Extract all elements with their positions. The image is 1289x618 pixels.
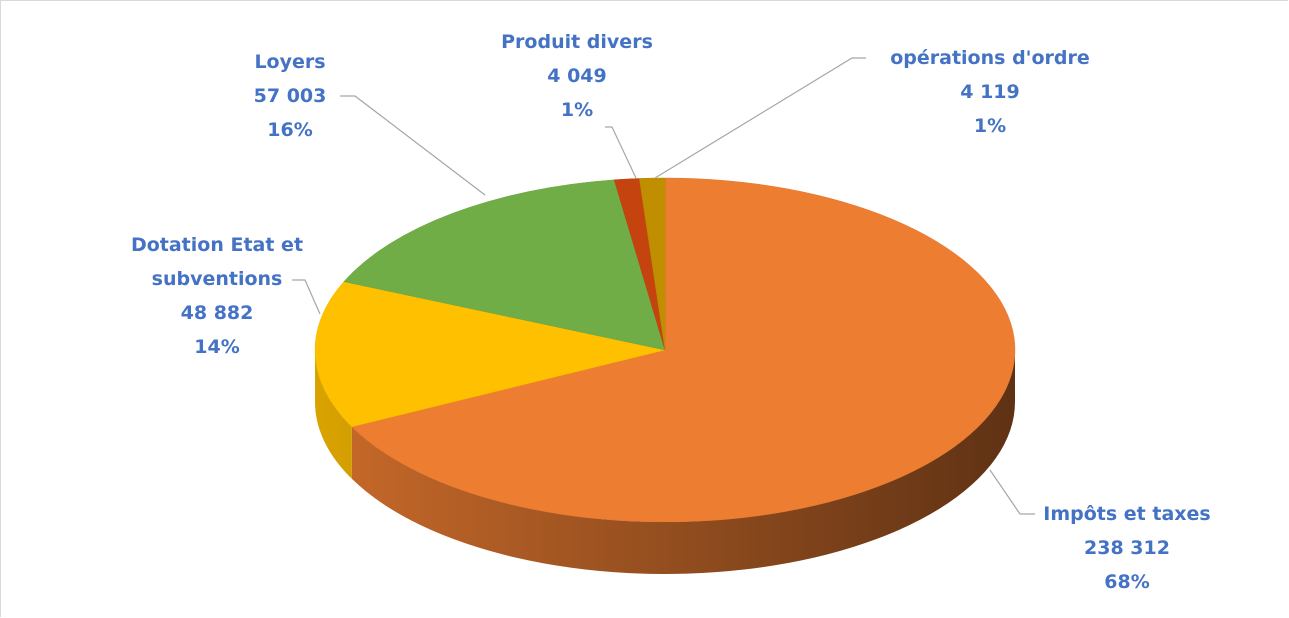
leader-line	[654, 57, 866, 179]
label-percent: 68%	[1104, 571, 1150, 593]
label-name: opérations d'ordre	[890, 47, 1090, 69]
label-value: 48 882	[180, 302, 254, 324]
label-name: Impôts et taxes	[1043, 503, 1211, 525]
data-label: Impôts et taxes 238 312 68%	[1043, 497, 1210, 599]
slice-side	[315, 350, 352, 479]
label-percent: 14%	[194, 336, 240, 358]
leader-line	[989, 469, 1035, 515]
label-name: Produit divers	[501, 31, 653, 53]
label-value: 238 312	[1084, 537, 1170, 559]
label-percent: 1%	[973, 115, 1007, 137]
slice	[351, 177, 1016, 523]
slice	[343, 179, 666, 351]
leader-line	[340, 95, 486, 196]
label-value: 4 119	[960, 81, 1020, 103]
label-percent: 1%	[560, 99, 594, 121]
slice-side	[351, 350, 1016, 574]
pie-tops	[314, 177, 1016, 523]
slice	[314, 281, 666, 428]
leader-line	[605, 126, 637, 179]
label-name: Dotation Etat et subventions	[130, 234, 304, 290]
data-label: Dotation Etat et subventions 48 882 14%	[117, 228, 317, 364]
pie-sides	[315, 350, 1016, 574]
slice	[639, 177, 666, 351]
data-label: Produit divers 4 049 1%	[501, 25, 653, 127]
leader-line	[292, 279, 321, 315]
label-value: 4 049	[547, 65, 607, 87]
label-name: Loyers	[254, 51, 326, 73]
data-label: Loyers 57 003 16%	[254, 45, 327, 147]
label-value: 57 003	[253, 85, 327, 107]
label-percent: 16%	[267, 119, 313, 141]
data-label: opérations d'ordre 4 119 1%	[890, 41, 1090, 143]
